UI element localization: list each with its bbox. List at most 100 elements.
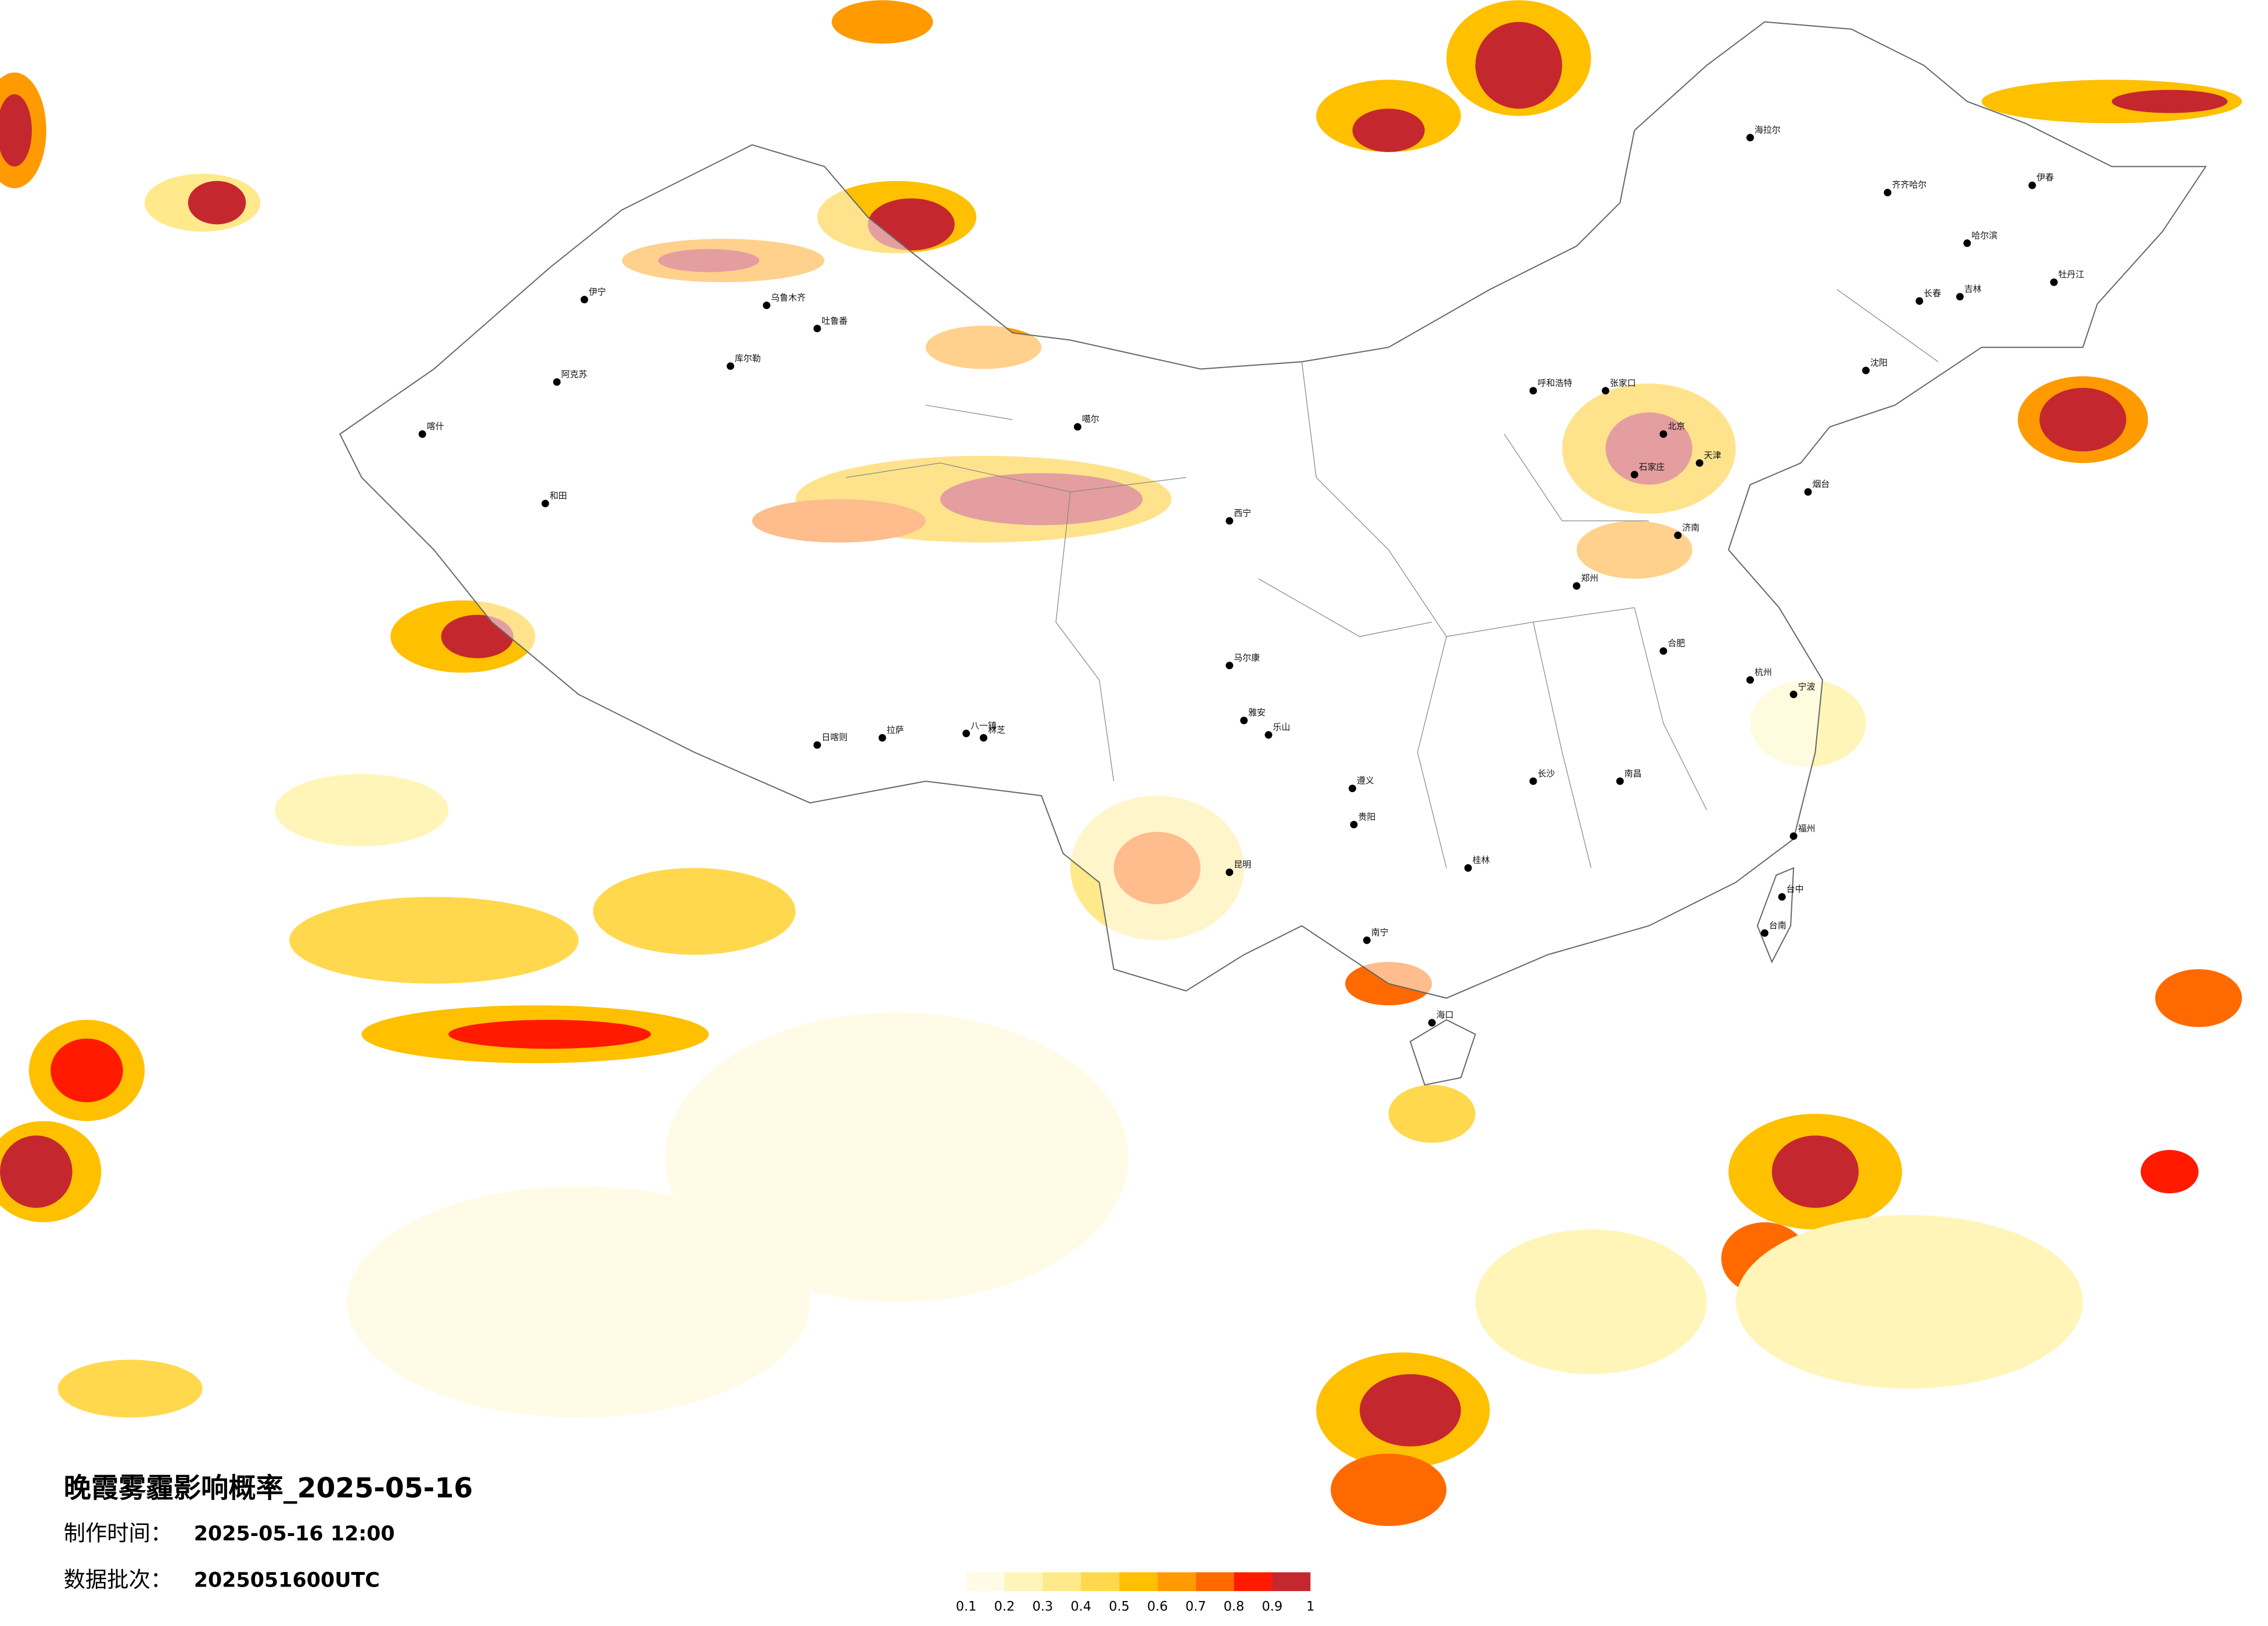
legend: 0.1 0.2 0.3 0.4 0.5 0.6 0.7 0.8 0.9 1: [956, 1572, 1314, 1614]
city-label: 哈尔滨: [1971, 230, 1997, 240]
city-label: 遵义: [1357, 775, 1374, 786]
city-dot: [1695, 459, 1703, 467]
legend-tick-label: 0.4: [1070, 1599, 1091, 1614]
city-dot: [1804, 488, 1812, 496]
city-label: 齐齐哈尔: [1892, 179, 1926, 190]
city-dot: [1573, 582, 1581, 590]
city-dot: [1240, 717, 1248, 725]
city-dot: [553, 378, 561, 386]
city-dot: [1789, 690, 1798, 699]
probability-patch: [665, 1012, 1128, 1302]
probability-patch: [448, 1020, 651, 1049]
city-label: 昆明: [1234, 859, 1251, 870]
city-dot: [878, 734, 886, 742]
city-dot: [1789, 832, 1798, 840]
city-label: 宁波: [1798, 681, 1816, 692]
probability-patch: [1352, 109, 1425, 152]
city-label: 桂林: [1472, 855, 1490, 865]
city-label: 阿克苏: [561, 369, 587, 379]
city-dot: [1778, 893, 1786, 901]
legend-swatch: [1272, 1572, 1311, 1591]
city-dot: [1915, 297, 1924, 305]
city-label: 台南: [1769, 920, 1787, 930]
legend-tick-label: 0.7: [1185, 1599, 1206, 1614]
city-label: 马尔康: [1234, 653, 1260, 663]
city-label: 沈阳: [1870, 357, 1888, 368]
city-label: 南宁: [1371, 927, 1389, 938]
probability-patch: [2039, 387, 2126, 452]
legend-swatch: [1234, 1572, 1273, 1591]
city-label: 呼和浩特: [1537, 377, 1572, 388]
city-dot: [1464, 864, 1472, 872]
legend-tick-label: 0.1: [956, 1599, 977, 1614]
legend-swatch: [966, 1572, 1005, 1591]
city-label: 贵阳: [1358, 811, 1376, 822]
probability-patch: [0, 1135, 73, 1208]
city-dot: [1529, 777, 1537, 785]
city-dot: [1956, 293, 1964, 301]
city-label: 西宁: [1234, 508, 1251, 518]
city-dot: [580, 296, 588, 304]
city-dot: [813, 741, 821, 749]
probability-patch: [1735, 1215, 2083, 1389]
probability-patch: [1331, 1454, 1447, 1526]
city-label: 牡丹江: [2058, 269, 2084, 280]
city-label: 吉林: [1964, 283, 1982, 294]
city-label: 伊宁: [589, 286, 606, 297]
legend-swatch: [1004, 1572, 1043, 1591]
legend-swatch: [1043, 1572, 1081, 1591]
city-label: 伊春: [2037, 172, 2054, 183]
city-label: 拉萨: [887, 725, 904, 735]
city-label: 天津: [1704, 450, 1721, 461]
probability-patch: [289, 897, 579, 984]
city-label: 郑州: [1581, 573, 1598, 584]
city-label: 合肥: [1667, 638, 1685, 649]
probability-patch: [188, 181, 246, 225]
city-dot: [2028, 181, 2036, 189]
probability-patch: [2112, 89, 2228, 113]
made-time: 2025-05-16 12:00: [194, 1523, 395, 1546]
city-dot: [1264, 731, 1273, 739]
probability-patch: [831, 0, 933, 44]
city-label: 乌鲁木齐: [771, 292, 806, 303]
probability-patch: [0, 94, 32, 167]
city-dot: [1659, 430, 1667, 438]
legend-tick-label: 1: [1306, 1599, 1314, 1614]
legend-tick-label: 0.3: [1033, 1599, 1054, 1614]
city-label: 长沙: [1537, 768, 1555, 779]
city-label: 库尔勒: [735, 353, 761, 364]
city-label: 长春: [1924, 288, 1941, 298]
city-dot: [2050, 278, 2058, 286]
city-dot: [962, 729, 971, 738]
probability-patch: [1360, 1374, 1461, 1447]
city-label: 北京: [1667, 421, 1685, 431]
city-dot: [1746, 134, 1754, 142]
city-dot: [1529, 387, 1537, 395]
city-dot: [1616, 777, 1624, 785]
city-dot: [813, 325, 821, 333]
city-dot: [1350, 821, 1358, 829]
city-dot: [1363, 936, 1371, 944]
city-dot: [980, 734, 987, 742]
city-dot: [541, 499, 549, 508]
city-dot: [1674, 531, 1682, 539]
legend-tick-label: 0.2: [994, 1599, 1015, 1614]
city-label: 噶尔: [1082, 414, 1099, 425]
city-label: 雅安: [1248, 707, 1266, 718]
probability-patch: [1475, 21, 1562, 109]
batch-label: 数据批次：: [64, 1567, 172, 1592]
city-dot: [418, 430, 426, 438]
probability-patch: [347, 1186, 810, 1418]
city-label: 杭州: [1755, 667, 1772, 677]
city-label: 石家庄: [1639, 462, 1665, 472]
city-dot: [1428, 1019, 1436, 1027]
city-label: 福州: [1798, 823, 1816, 833]
city-label: 日喀则: [822, 732, 848, 742]
city-label: 八一镇: [971, 721, 997, 731]
city-label: 乐山: [1273, 722, 1291, 732]
probability-patch: [1475, 1229, 1707, 1375]
city-dot: [1746, 676, 1754, 684]
legend-tick-label: 0.6: [1147, 1599, 1168, 1614]
